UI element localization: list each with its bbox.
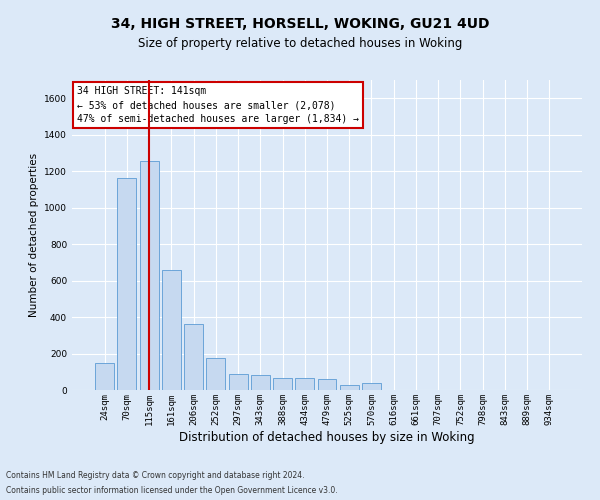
Bar <box>273 378 292 390</box>
Text: Contains public sector information licensed under the Open Government Licence v3: Contains public sector information licen… <box>6 486 338 495</box>
Bar <box>118 178 136 390</box>
X-axis label: Distribution of detached houses by size in Woking: Distribution of detached houses by size … <box>179 430 475 444</box>
Text: 34 HIGH STREET: 141sqm
← 53% of detached houses are smaller (2,078)
47% of semi-: 34 HIGH STREET: 141sqm ← 53% of detached… <box>77 86 359 124</box>
Bar <box>95 362 114 390</box>
Text: 34, HIGH STREET, HORSELL, WOKING, GU21 4UD: 34, HIGH STREET, HORSELL, WOKING, GU21 4… <box>111 18 489 32</box>
Text: Contains HM Land Registry data © Crown copyright and database right 2024.: Contains HM Land Registry data © Crown c… <box>6 471 305 480</box>
Bar <box>340 386 359 390</box>
Bar <box>184 324 203 390</box>
Bar <box>140 161 158 390</box>
Bar <box>295 378 314 390</box>
Bar <box>251 374 270 390</box>
Text: Size of property relative to detached houses in Woking: Size of property relative to detached ho… <box>138 38 462 51</box>
Bar <box>162 270 181 390</box>
Y-axis label: Number of detached properties: Number of detached properties <box>29 153 38 317</box>
Bar <box>317 379 337 390</box>
Bar <box>206 358 225 390</box>
Bar <box>362 382 381 390</box>
Bar <box>229 374 248 390</box>
